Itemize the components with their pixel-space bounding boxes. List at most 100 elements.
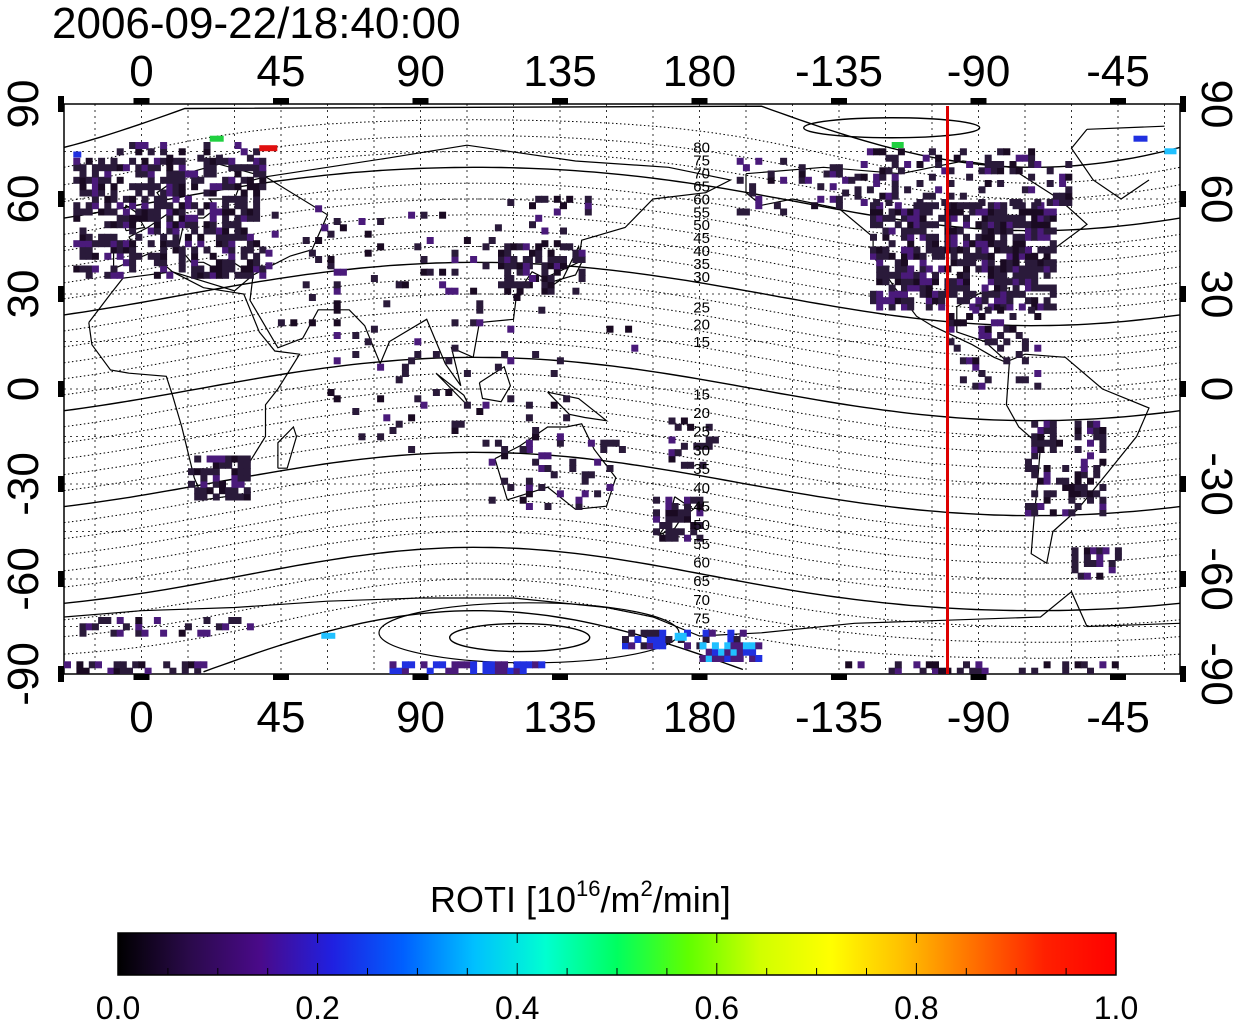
roti-cell [879, 192, 887, 200]
roti-cell [600, 446, 608, 453]
roti-cell [696, 503, 704, 510]
roti-cell [91, 265, 99, 273]
roti-cell [147, 240, 155, 248]
roti-cell [525, 439, 533, 447]
roti-cell [907, 214, 915, 222]
colorbar-label-sup1: 16 [576, 876, 600, 901]
roti-cell [646, 642, 654, 650]
roti-cell [401, 661, 409, 669]
roti-cell [1068, 509, 1076, 517]
roti-cell [994, 271, 1001, 279]
roti-cell [1025, 265, 1032, 273]
roti-cell [212, 493, 220, 501]
roti-cell [231, 474, 239, 482]
roti-cell [73, 240, 81, 248]
roti-cell [749, 648, 757, 656]
roti-cell [987, 208, 995, 216]
roti-cell [975, 297, 983, 305]
lon-tick-label-top: 180 [663, 47, 736, 96]
roti-cell [206, 487, 214, 495]
roti-cell [488, 667, 496, 674]
roti-cell [925, 246, 933, 254]
roti-cell [91, 623, 99, 631]
roti-cell [888, 208, 896, 216]
contour-label-north: 55 [693, 204, 710, 221]
roti-cell [553, 240, 561, 248]
roti-cell [1006, 297, 1014, 305]
roti-cell [401, 363, 409, 371]
roti-cell [219, 461, 226, 469]
roti-cell [166, 189, 174, 197]
roti-cell [240, 246, 248, 254]
contour-pole-south-inner [449, 622, 591, 653]
roti-cell [197, 240, 205, 248]
roti-cell [653, 515, 660, 523]
roti-cell [870, 246, 877, 254]
roti-cell [1018, 303, 1026, 311]
roti-cell [85, 202, 93, 210]
roti-cell [364, 249, 372, 257]
roti-cell [963, 240, 970, 248]
lon-tick-label-bottom: -90 [947, 693, 1011, 742]
roti-cell [494, 667, 502, 674]
roti-cell [141, 157, 149, 165]
roti-cell [1074, 484, 1082, 491]
roti-cell [994, 214, 1001, 222]
roti-cell [547, 262, 555, 270]
roti-cell [110, 157, 118, 165]
contour-line [64, 341, 1180, 406]
roti-cell [1037, 221, 1045, 229]
roti-cell [919, 252, 927, 260]
roti-cell [166, 214, 174, 222]
roti-cell [507, 357, 515, 365]
roti-cell [901, 278, 908, 286]
roti-cell [1071, 547, 1079, 555]
roti-cell [876, 214, 884, 222]
roti-cell [451, 420, 459, 428]
roti-cell [981, 214, 989, 222]
roti-cell [835, 195, 843, 203]
roti-cell [516, 243, 524, 251]
lon-tick-label-top: -90 [947, 47, 1011, 96]
roti-cell [79, 208, 87, 216]
roti-cell [184, 214, 192, 222]
roti-cell [913, 252, 921, 260]
frame-tick-left [58, 381, 64, 397]
roti-cell [122, 221, 130, 229]
roti-cell [671, 509, 679, 517]
roti-cell [141, 195, 149, 203]
roti-cell [79, 252, 87, 260]
roti-cell [538, 661, 546, 669]
roti-cell [178, 183, 186, 191]
roti-cell [209, 170, 217, 178]
roti-cell [225, 487, 233, 495]
roti-cell [181, 661, 189, 669]
roti-cell [432, 389, 440, 396]
roti-cell [222, 176, 230, 184]
roti-cell [1043, 496, 1051, 504]
roti-cell [463, 661, 471, 669]
roti-cell [439, 211, 447, 219]
roti-cell [333, 357, 341, 365]
roti-cell [547, 249, 555, 257]
roti-cell [972, 363, 980, 371]
roti-cell [817, 195, 825, 203]
roti-cell [259, 164, 267, 172]
roti-cell [178, 265, 186, 273]
roti-cell [935, 186, 943, 194]
lat-tick-label-left: 90 [0, 80, 48, 129]
roti-cell [928, 173, 936, 181]
roti-cell [98, 240, 106, 248]
roti-cell [135, 214, 143, 222]
roti-cell [333, 332, 341, 339]
frame-tick-top [273, 98, 289, 104]
roti-cell [141, 202, 149, 210]
roti-cell [408, 446, 416, 453]
roti-cell [969, 252, 977, 260]
roti-cell [510, 281, 518, 289]
roti-cell [1012, 278, 1020, 286]
roti-cell [541, 287, 549, 295]
roti-cell [987, 214, 995, 222]
roti-cell [1025, 458, 1032, 466]
